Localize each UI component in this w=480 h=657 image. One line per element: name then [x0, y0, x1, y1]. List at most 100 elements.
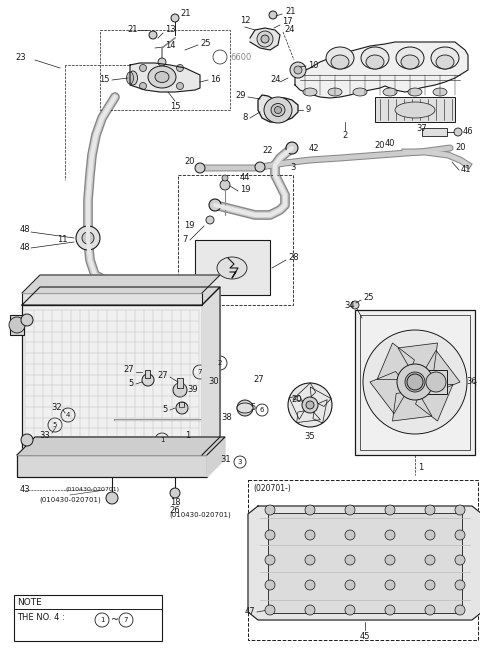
Text: 5: 5 — [250, 403, 255, 413]
Text: 41: 41 — [461, 166, 471, 175]
Circle shape — [195, 163, 205, 173]
Text: 18: 18 — [170, 498, 180, 507]
Circle shape — [425, 505, 435, 515]
Text: 43: 43 — [20, 486, 30, 495]
Ellipse shape — [155, 72, 169, 83]
Ellipse shape — [127, 72, 133, 84]
Polygon shape — [310, 387, 331, 407]
Polygon shape — [289, 396, 306, 419]
Ellipse shape — [326, 47, 354, 69]
Polygon shape — [313, 399, 327, 423]
Ellipse shape — [436, 55, 454, 69]
Text: 38: 38 — [221, 413, 232, 422]
Text: 44: 44 — [240, 173, 251, 183]
Circle shape — [222, 175, 228, 181]
Text: 26: 26 — [170, 506, 180, 515]
Polygon shape — [250, 28, 280, 50]
Circle shape — [454, 128, 462, 136]
Text: 13: 13 — [165, 26, 176, 35]
Circle shape — [425, 605, 435, 615]
Text: 32: 32 — [51, 403, 62, 413]
Text: 2: 2 — [342, 131, 348, 139]
Ellipse shape — [395, 102, 435, 118]
Polygon shape — [40, 287, 220, 437]
Text: 19: 19 — [240, 185, 251, 194]
Text: 5: 5 — [129, 380, 134, 388]
Bar — [22, 293, 202, 305]
Text: 27: 27 — [157, 371, 168, 380]
Text: (010430-020701): (010430-020701) — [39, 497, 101, 503]
Bar — [375, 97, 455, 122]
Circle shape — [265, 580, 275, 590]
Text: 20: 20 — [455, 143, 466, 152]
Circle shape — [455, 505, 465, 515]
Polygon shape — [248, 506, 480, 620]
Circle shape — [237, 400, 253, 416]
Circle shape — [455, 555, 465, 565]
Polygon shape — [416, 384, 453, 421]
Bar — [425, 370, 447, 394]
Text: 11: 11 — [58, 235, 68, 244]
Text: 45: 45 — [360, 632, 370, 641]
Text: 27: 27 — [253, 376, 264, 384]
Text: 25: 25 — [200, 39, 211, 47]
Circle shape — [173, 383, 187, 397]
Circle shape — [345, 605, 355, 615]
Ellipse shape — [271, 104, 285, 116]
Ellipse shape — [331, 55, 349, 69]
Bar — [179, 402, 184, 407]
Circle shape — [176, 402, 188, 414]
Circle shape — [149, 31, 157, 39]
Circle shape — [255, 162, 265, 172]
Circle shape — [345, 580, 355, 590]
Text: 20: 20 — [291, 396, 302, 405]
Text: 39: 39 — [188, 385, 198, 394]
Ellipse shape — [396, 47, 424, 69]
Bar — [268, 513, 462, 613]
Circle shape — [455, 580, 465, 590]
Text: 4: 4 — [66, 412, 70, 418]
Bar — [178, 175, 293, 305]
Text: ~: ~ — [111, 615, 119, 625]
Circle shape — [425, 580, 435, 590]
Text: 9: 9 — [305, 106, 310, 114]
Circle shape — [21, 434, 33, 446]
Circle shape — [305, 605, 315, 615]
Text: 33: 33 — [39, 430, 50, 440]
Text: 1: 1 — [100, 617, 104, 623]
Text: 24: 24 — [270, 76, 280, 85]
Ellipse shape — [433, 88, 447, 96]
Text: 3: 3 — [290, 164, 295, 173]
Circle shape — [385, 605, 395, 615]
Text: 40: 40 — [385, 139, 395, 148]
Circle shape — [305, 505, 315, 515]
Text: 21: 21 — [128, 26, 138, 35]
Text: 21: 21 — [285, 7, 296, 16]
Ellipse shape — [328, 88, 342, 96]
Circle shape — [426, 372, 446, 392]
Circle shape — [177, 83, 183, 89]
Circle shape — [9, 317, 25, 333]
Text: 36: 36 — [466, 378, 477, 386]
Text: 25: 25 — [363, 294, 373, 302]
Polygon shape — [22, 305, 202, 455]
Text: 1: 1 — [160, 437, 164, 443]
Circle shape — [206, 216, 214, 224]
Bar — [145, 370, 150, 378]
Circle shape — [142, 374, 154, 386]
Text: (010430-020701): (010430-020701) — [169, 512, 231, 518]
Ellipse shape — [129, 71, 137, 85]
Circle shape — [140, 83, 146, 89]
Ellipse shape — [408, 88, 422, 96]
Circle shape — [385, 580, 395, 590]
Ellipse shape — [401, 55, 419, 69]
Circle shape — [345, 555, 355, 565]
Circle shape — [407, 374, 423, 390]
Circle shape — [425, 530, 435, 540]
Circle shape — [177, 64, 183, 72]
Circle shape — [305, 580, 315, 590]
Bar — [360, 315, 470, 450]
Polygon shape — [370, 371, 408, 414]
Text: 42: 42 — [309, 144, 319, 153]
Bar — [17, 455, 207, 477]
